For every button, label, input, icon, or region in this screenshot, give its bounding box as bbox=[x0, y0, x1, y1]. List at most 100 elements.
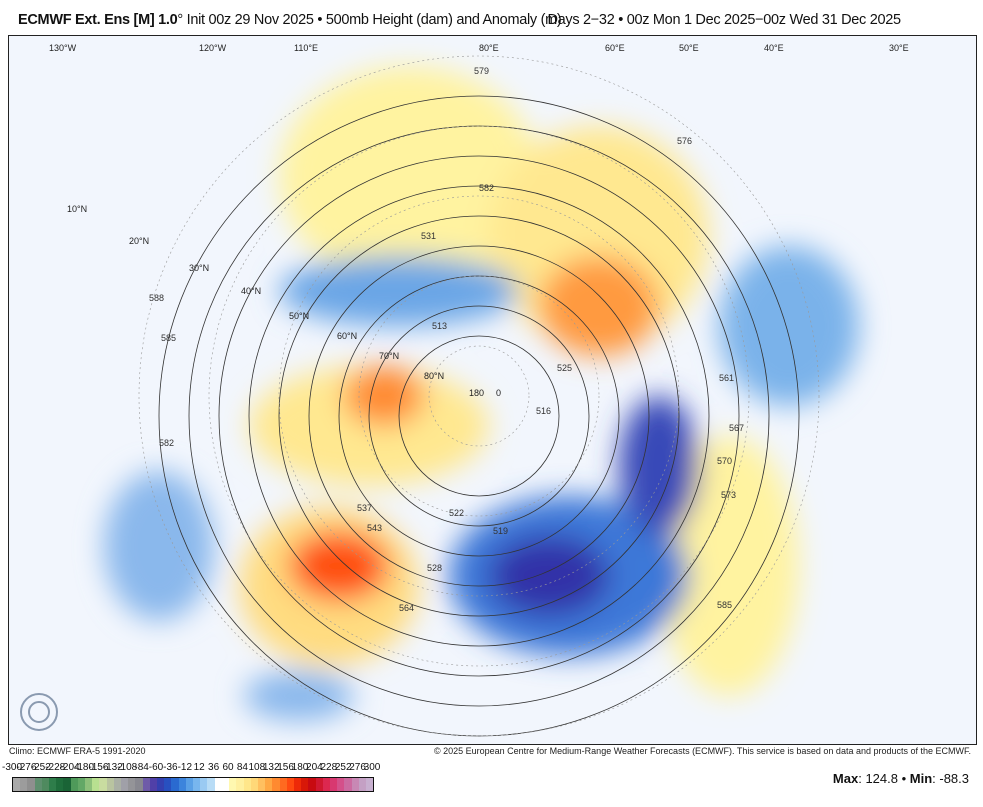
contour-label: 543 bbox=[367, 523, 382, 533]
colorbar-swatch bbox=[322, 778, 330, 791]
lon-label: 130°W bbox=[49, 43, 77, 53]
contour-label: 516 bbox=[536, 406, 551, 416]
colorbar-tick-label: 84 bbox=[236, 762, 248, 773]
colorbar-swatch bbox=[329, 778, 338, 791]
colorbar-tick-label: -36 bbox=[163, 762, 178, 773]
contour-label: 525 bbox=[557, 363, 572, 373]
colorbar-tick-label: 228 bbox=[320, 762, 338, 773]
colorbar-swatch bbox=[85, 778, 93, 791]
colorbar-swatch bbox=[34, 778, 42, 791]
lon-label: 110°E bbox=[294, 43, 318, 53]
min-label: Min bbox=[909, 771, 933, 786]
contour-label: 573 bbox=[721, 490, 736, 500]
anomaly-shading bbox=[104, 66, 859, 721]
lat-label: 30°N bbox=[189, 263, 209, 273]
colorbar-tick-label: 252 bbox=[334, 762, 352, 773]
colorbar-tick-label: -276 bbox=[16, 762, 37, 773]
colorbar-swatch bbox=[301, 778, 309, 791]
contour-label: 585 bbox=[717, 600, 732, 610]
contour-label: 537 bbox=[357, 503, 372, 513]
colorbar-swatch bbox=[157, 778, 165, 791]
colorbar-swatch bbox=[236, 778, 244, 791]
contour-label: 570 bbox=[717, 456, 732, 466]
colorbar-swatch bbox=[250, 778, 258, 791]
colorbar-tick-label: 36 bbox=[208, 762, 220, 773]
colorbar-swatch bbox=[351, 778, 359, 791]
colorbar-swatch bbox=[243, 778, 251, 791]
colorbar-swatch bbox=[20, 778, 28, 791]
colorbar-swatch bbox=[41, 778, 50, 791]
lon-label: 0 bbox=[496, 388, 501, 398]
colorbar-tick-label: 300 bbox=[363, 762, 381, 773]
colorbar-tick-label: -84 bbox=[134, 762, 149, 773]
contour-label: 519 bbox=[493, 526, 508, 536]
colorbar-swatch bbox=[128, 778, 136, 791]
max-min-readout: Max: 124.8 • Min: -88.3 bbox=[833, 771, 969, 786]
degree-symbol: ° bbox=[177, 12, 183, 28]
lat-label: 60°N bbox=[337, 331, 357, 341]
lon-label: 120°W bbox=[199, 43, 227, 53]
lon-label: 30°E bbox=[889, 43, 909, 53]
colorbar-swatch bbox=[56, 778, 64, 791]
graticule bbox=[138, 55, 820, 737]
contour-label: 582 bbox=[159, 438, 174, 448]
colorbar-swatch bbox=[257, 778, 266, 791]
colorbar-tick-label: -60 bbox=[148, 762, 164, 773]
model-text: ECMWF Ext. Ens [M] 1.0 bbox=[18, 12, 178, 28]
contour-label: 585 bbox=[161, 333, 176, 343]
max-value: : 124.8 • bbox=[858, 771, 910, 786]
contour-label: 564 bbox=[399, 603, 414, 613]
colorbar-tick-label: -12 bbox=[177, 762, 193, 773]
colorbar-tick-label: 108 bbox=[248, 762, 266, 773]
colorbar-swatch bbox=[27, 778, 35, 791]
map-title: ECMWF Ext. Ens [M] 1.0° Init 00z 29 Nov … bbox=[18, 12, 901, 28]
colorbar-swatch bbox=[185, 778, 194, 791]
colorbar bbox=[12, 777, 374, 792]
colorbar-swatch bbox=[229, 778, 237, 791]
colorbar-tick-label: 156 bbox=[277, 762, 294, 773]
lat-label: 10°N bbox=[67, 204, 87, 214]
colorbar-swatch bbox=[221, 778, 230, 791]
lat-label: 80°N bbox=[424, 371, 444, 381]
contour-label: 576 bbox=[677, 136, 692, 146]
colorbar-swatch bbox=[358, 778, 366, 791]
colorbar-swatch bbox=[106, 778, 114, 791]
colorbar-swatch bbox=[142, 778, 150, 791]
colorbar-swatch bbox=[315, 778, 323, 791]
colorbar-swatch bbox=[293, 778, 302, 791]
colorbar-tick-label: -228 bbox=[45, 762, 66, 773]
colorbar-tick-label: 180 bbox=[291, 762, 309, 773]
init-text: Init 00z 29 Nov 2025 • 500mb Height (dam… bbox=[182, 12, 562, 28]
contour-label: 513 bbox=[432, 321, 447, 331]
climo-note: Climo: ECMWF ERA-5 1991-2020 bbox=[9, 746, 146, 756]
lon-label: 50°E bbox=[679, 43, 699, 53]
lon-labels: 130°W 120°W 110°E 80°E 60°E 50°E 40°E 30… bbox=[49, 43, 909, 398]
colorbar-tick-label: -156 bbox=[88, 762, 109, 773]
colorbar-tick-label: 132 bbox=[262, 762, 280, 773]
colorbar-swatch bbox=[193, 778, 201, 791]
lat-labels: 10°N 20°N 30°N 40°N 50°N 60°N 70°N 80°N bbox=[67, 204, 444, 381]
colorbar-tick-label: -132 bbox=[102, 762, 123, 773]
colorbar-tick-label: -180 bbox=[73, 762, 95, 773]
colorbar-tick-label: 276 bbox=[349, 762, 366, 773]
colorbar-tick-label: -204 bbox=[59, 762, 80, 773]
colorbar-swatch bbox=[171, 778, 179, 791]
map-panel: 10°N 20°N 30°N 40°N 50°N 60°N 70°N 80°N … bbox=[8, 35, 977, 745]
colorbar-swatch bbox=[344, 778, 352, 791]
lat-label: 20°N bbox=[129, 236, 149, 246]
colorbar-swatch bbox=[49, 778, 57, 791]
colorbar-swatch bbox=[99, 778, 107, 791]
contour-label: 582 bbox=[479, 183, 494, 193]
contour-label: 561 bbox=[719, 373, 734, 383]
min-value: : -88.3 bbox=[932, 771, 969, 786]
colorbar-swatch bbox=[279, 778, 287, 791]
lon-label: 60°E bbox=[605, 43, 625, 53]
contour-label: 528 bbox=[427, 563, 442, 573]
lon-label: 80°E bbox=[479, 43, 499, 53]
contour-labels: 579 576 582 531 513 525 516 561 567 570 … bbox=[149, 66, 744, 613]
colorbar-swatch bbox=[337, 778, 345, 791]
contour-label: 522 bbox=[449, 508, 464, 518]
copyright-note: © 2025 European Centre for Medium-Range … bbox=[433, 746, 971, 756]
colorbar-swatch bbox=[308, 778, 316, 791]
contour-label: 579 bbox=[474, 66, 489, 76]
